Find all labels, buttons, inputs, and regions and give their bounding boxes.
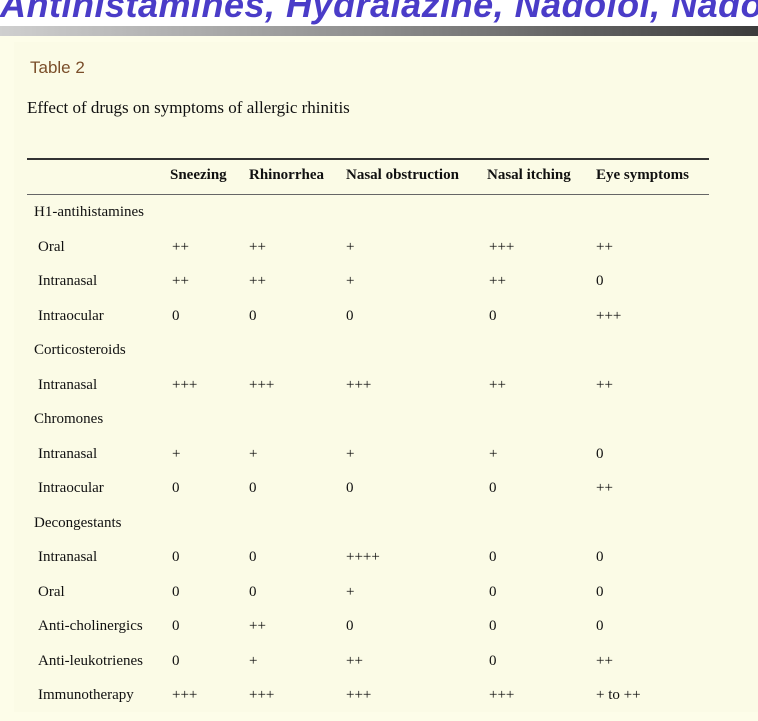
table-cell: +++ [346,687,372,703]
table-cell: ++ [596,238,613,255]
table-cell: 0 [596,273,604,289]
table-cell: ++ [489,273,506,289]
table-row: Oral ++ ++ + +++ ++ [0,239,758,273]
table-row: Intranasal +++ +++ +++ ++ ++ [0,377,758,411]
table-row: Oral 0 0 +0 0 [0,584,758,618]
table-cell: 0 [489,549,497,565]
column-header-eye-symptoms: Eye symptoms [596,167,689,183]
table-row: Intraocular 0 0 0 0 ++ [0,480,758,514]
table-row: Intranasal 0 0 ++++ 0 0 [0,549,758,583]
group-label: Chromones [34,411,104,427]
table-cell: 0 [489,618,497,634]
table-cell: 0 [489,652,497,669]
table-cell: 0 [172,307,180,324]
table-cell: 0 [346,618,354,634]
row-label: Intranasal [38,273,98,289]
table-cell: +++ [249,376,275,393]
table-cell: 0 [346,480,354,496]
table-cell: + [172,445,181,462]
table-cell: 0 [346,307,354,324]
table-cell: 0 [596,618,604,634]
row-label: Anti-cholinergics [38,618,143,634]
table-cell: 0 [249,549,257,565]
table-cell: ++ [249,273,266,289]
column-header-nasal-itching: Nasal itching [487,167,571,183]
table-cell: + [346,238,355,255]
table-cell: + [249,445,258,462]
table-cell: 0 [489,307,497,324]
table-cell: 0 [596,445,604,462]
table-cell: 0 [172,549,180,565]
table-cell: 0 [249,583,257,600]
table-cell: 0 [172,652,180,669]
slide-title-banner: Antihistamines, Hydralazine, Nadolol, Na… [0,0,758,26]
table-cell: + [346,445,355,462]
group-label: H1-antihistamines [34,204,144,220]
slide-title: Antihistamines, Hydralazine, Nadolol, Na… [0,0,758,25]
table-cell: ++ [249,238,266,255]
table-panel [14,42,758,712]
table-cell: 0 [489,583,497,600]
group-label: Corticosteroids [34,342,126,358]
row-label: Intranasal [38,376,98,393]
table-cell: 0 [172,618,180,634]
row-label: Anti-leukotrienes [38,652,143,669]
table-row: Intranasal + + + +0 [0,446,758,480]
table-caption: Effect of drugs on symptoms of allergic … [27,98,350,117]
row-label: Intranasal [38,445,98,462]
table-header-rule [27,194,709,195]
table-top-rule [27,158,709,160]
table-cell: 0 [596,583,604,600]
table-cell: + [489,445,498,462]
table-cell: 0 [172,480,180,496]
row-label: Immunotherapy [38,687,134,703]
table-cell: + [249,652,258,669]
table-row: Immunotherapy +++ +++ +++ +++ + to ++ [0,687,758,721]
table-cell: ++ [172,273,189,289]
table-cell: 0 [172,583,180,600]
table-cell: ++ [596,480,613,496]
table-cell: +++ [596,307,622,324]
table-cell: +++ [172,376,198,393]
row-label: Oral [38,238,65,255]
column-header-nasal-obstruction: Nasal obstruction [346,167,459,183]
table-cell: + [346,583,355,600]
table-cell: + to ++ [596,687,641,703]
table-cell: ++ [172,238,189,255]
column-header-sneezing: Sneezing [170,167,227,183]
table-row: Anti-leukotrienes 0 + ++ 0 ++ [0,653,758,687]
table-cell: 0 [596,549,604,565]
table-cell: +++ [489,687,515,703]
table-cell: + [346,273,355,289]
table-cell: 0 [489,480,497,496]
group-label: Decongestants [34,514,122,531]
table-cell: ++ [596,652,613,669]
table-cell: ++ [249,618,266,634]
table-row: Intranasal ++ ++ + ++ 0 [0,273,758,307]
title-divider-band [0,26,758,36]
table-cell: +++ [249,687,275,703]
table-cell: ++ [596,376,613,393]
row-label: Intranasal [38,549,98,565]
table-row: Intraocular 0 0 0 0 +++ [0,308,758,342]
table-cell: ++++ [346,549,380,565]
table-group-row: Chromones [0,411,758,445]
table-cell: +++ [172,687,198,703]
column-header-rhinorrhea: Rhinorrhea [249,167,324,183]
table-cell: ++ [489,376,506,393]
table-cell: +++ [346,376,372,393]
row-label: Oral [38,583,65,600]
table-group-row: Decongestants [0,515,758,549]
table-cell: +++ [489,238,515,255]
table-row: Anti-cholinergics 0 ++ 0 0 0 [0,618,758,652]
table-group-row: Corticosteroids [0,342,758,376]
table-cell: ++ [346,652,363,669]
table-label: Table 2 [30,58,85,77]
row-label: Intraocular [38,307,104,324]
table-group-row: H1-antihistamines [0,204,758,238]
table-cell: 0 [249,480,257,496]
table-cell: 0 [249,307,257,324]
row-label: Intraocular [38,480,104,496]
